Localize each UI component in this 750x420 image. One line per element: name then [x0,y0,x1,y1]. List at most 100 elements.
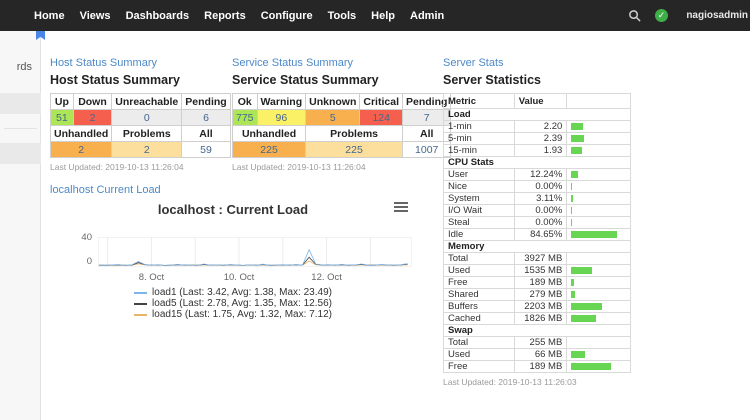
svc-ok-count[interactable]: 775 [232,109,258,126]
metric-value: 0.00% [513,204,568,217]
metric-name: User [443,168,515,181]
legend-label-load15: load15 (Last: 1.75, Avg: 1.32, Max: 7.12… [152,309,332,320]
svc-warning-count[interactable]: 96 [256,109,307,126]
svc-problems-count[interactable]: 225 [305,141,403,158]
nav-item-reports[interactable]: Reports [204,9,246,22]
stats-metric-row: Buffers 2203 MB [443,300,631,313]
metric-name: 15-min [443,144,515,157]
host-all-count[interactable]: 59 [181,141,231,158]
metric-value: 2.20 [513,120,568,133]
host-col-unhandled: Unhandled [49,125,113,142]
svc-all-count[interactable]: 1007 [401,141,452,158]
svc-critical-count[interactable]: 124 [359,109,403,126]
x-axis-tick-label: 10. Oct [223,272,255,283]
metric-name: Free [443,360,515,373]
metric-value: 189 MB [513,276,568,289]
metric-name: Idle [443,228,515,241]
nav-item-views[interactable]: Views [79,9,111,22]
svc-col-problems: Problems [305,125,403,142]
host-unhandled-count[interactable]: 2 [49,141,113,158]
metric-value: 3.11% [513,192,568,205]
svc-unknown-count[interactable]: 5 [305,109,361,126]
stats-metric-row: I/O Wait 0.00% [443,204,631,217]
chart-title: localhost : Current Load [157,202,309,217]
host-status-table: Up Down Unreachable Pending 51 2 0 6 Unh… [49,93,231,158]
stats-section-label: CPU Stats [443,156,631,169]
metric-value: 279 MB [513,288,568,301]
host-dashlet-link[interactable]: Host Status Summary [50,57,157,69]
sidebar-item-label[interactable]: rds [16,61,32,73]
left-sidebar: rds [0,31,41,420]
health-check-icon[interactable]: ✓ [655,9,668,22]
server-stats-title: Server Statistics [443,73,541,87]
load1-swatch [134,291,148,294]
metric-name: Shared [443,288,515,301]
sidebar-row[interactable] [0,93,41,114]
nav-item-tools[interactable]: Tools [327,9,357,22]
sidebar-row[interactable] [0,143,41,164]
host-problems-count[interactable]: 2 [111,141,183,158]
metric-name: Used [443,348,515,361]
server-stats-dashlet: Server Stats Server Statistics Metric Va… [443,57,631,387]
metric-bar [566,288,631,301]
host-unreachable-count[interactable]: 0 [111,109,183,126]
metric-name: System [443,192,515,205]
load5-swatch [134,302,148,305]
stats-section-label: Swap [443,324,631,337]
stats-metric-row: Total 3927 MB [443,252,631,265]
username: nagiosadmin [686,10,748,21]
legend-label-load5: load5 (Last: 2.78, Avg: 1.35, Max: 12.56… [152,298,332,309]
legend-item-load1[interactable]: load1 (Last: 3.42, Avg: 1.38, Max: 23.49… [134,287,332,298]
metric-bar [566,360,631,373]
svc-unhandled-count[interactable]: 225 [231,141,307,158]
metric-name: Used [443,264,515,277]
host-last-updated: Last Updated: 2019-10-13 11:26:04 [50,162,184,172]
stats-metric-row: Free 189 MB [443,276,631,289]
nav-item-help[interactable]: Help [371,9,396,22]
metric-value: 1826 MB [513,312,568,325]
legend-item-load5[interactable]: load5 (Last: 2.78, Avg: 1.35, Max: 12.56… [134,298,332,309]
metric-bar [566,276,631,289]
service-dashlet-link[interactable]: Service Status Summary [232,57,354,69]
host-col-up: Up [50,93,74,110]
stats-metric-row: Free 189 MB [443,360,631,373]
legend-item-load15[interactable]: load15 (Last: 1.75, Avg: 1.32, Max: 7.12… [134,309,332,320]
search-icon[interactable] [628,9,641,22]
user-menu[interactable]: nagiosadmin [682,10,748,21]
stats-metric-row: User 12.24% [443,168,631,181]
x-axis-tick-label: 8. Oct [138,272,165,283]
stats-metric-row: Cached 1826 MB [443,312,631,325]
hamburger-menu-icon[interactable] [394,202,408,214]
host-down-count[interactable]: 2 [72,109,113,126]
metric-value: 12.24% [513,168,568,181]
svc-col-warning: Warning [256,93,307,110]
host-col-all: All [181,125,231,142]
server-stats-link[interactable]: Server Stats [443,57,504,69]
metric-value: 2203 MB [513,300,568,313]
nav-item-admin[interactable]: Admin [410,9,445,22]
service-dashlet-title: Service Status Summary [232,73,379,87]
svc-col-ok: Ok [232,93,258,110]
y-axis-label-40: 40 [81,232,92,243]
chart-dashlet-link[interactable]: localhost Current Load [50,184,161,196]
sidebar-pin-icon[interactable] [36,31,45,40]
y-axis-label-0: 0 [86,256,92,267]
stats-metric-row: 15-min 1.93 [443,144,631,157]
metric-name: Buffers [443,300,515,313]
nav-item-configure[interactable]: Configure [260,9,313,22]
nav-item-dashboards[interactable]: Dashboards [125,9,190,22]
stats-col-metric: Metric [443,93,515,109]
metric-name: Free [443,276,515,289]
metric-bar [566,168,631,181]
legend-label-load1: load1 (Last: 3.42, Avg: 1.38, Max: 23.49… [152,287,332,298]
svc-pending-count[interactable]: 7 [401,109,452,126]
metric-bar [566,312,631,325]
host-pending-count[interactable]: 6 [181,109,231,126]
nav-item-home[interactable]: Home [34,9,65,22]
svc-col-pending: Pending [401,93,452,110]
metric-name: 1-min [443,120,515,133]
host-up-count[interactable]: 51 [50,109,74,126]
stats-metric-row: System 3.11% [443,192,631,205]
stats-col-value: Value [513,93,568,109]
metric-value: 189 MB [513,360,568,373]
